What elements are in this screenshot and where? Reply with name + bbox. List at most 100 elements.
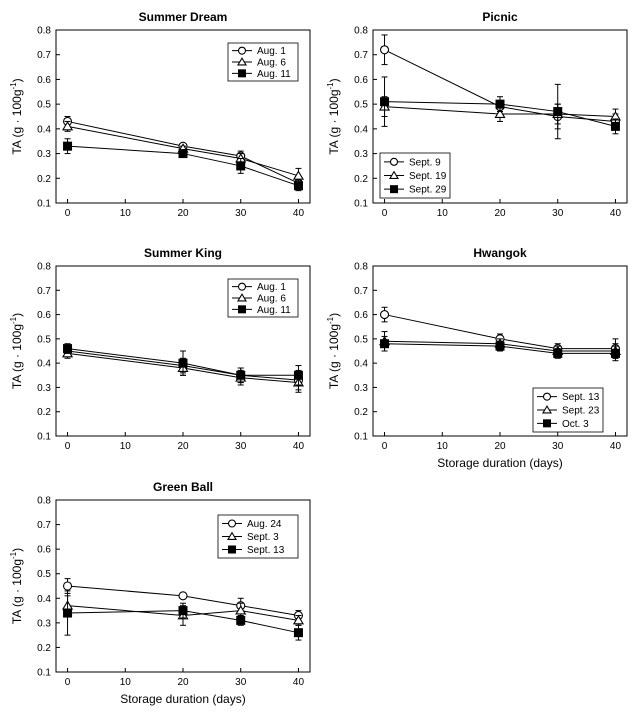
series-square xyxy=(380,76,620,140)
series-square xyxy=(63,343,303,386)
chart-panel-3: Summer King 0.1 0.2 0.3 0.4 0.5 0.6 0.7 0.8 0 10 20… xyxy=(9,246,311,452)
series-line xyxy=(67,350,299,381)
data-point xyxy=(494,108,506,118)
x-tick-label: 40 xyxy=(610,208,622,219)
data-point xyxy=(292,614,305,625)
data-point xyxy=(62,581,73,591)
y-tick-label: 0.3 xyxy=(354,149,368,160)
legend-label: Sept. 3 xyxy=(247,532,279,543)
legend: Sept. 9 Sept. 19 Sept. 29 xyxy=(379,152,451,199)
data-point xyxy=(293,628,303,638)
series-square xyxy=(380,335,620,362)
chart-title: Picnic xyxy=(482,10,518,24)
data-point xyxy=(236,615,246,625)
data-point xyxy=(63,141,73,151)
data-point xyxy=(495,341,505,351)
y-tick-label: 0.4 xyxy=(37,359,51,370)
series-line xyxy=(67,585,299,616)
legend-marker xyxy=(389,157,399,166)
data-point xyxy=(553,107,563,117)
y-tick-label: 0.2 xyxy=(354,174,368,185)
data-point xyxy=(178,358,188,368)
y-tick-label: 0.4 xyxy=(354,124,368,135)
legend-label: Oct. 3 xyxy=(562,419,589,430)
series-line xyxy=(67,120,299,184)
y-tick-label: 0.6 xyxy=(354,75,368,86)
y-tick-label: 0.4 xyxy=(37,124,51,135)
data-point xyxy=(293,181,303,191)
x-tick-label: 40 xyxy=(610,441,622,452)
data-point xyxy=(379,45,390,55)
x-tick-label: 0 xyxy=(382,208,388,219)
legend-marker xyxy=(389,170,399,180)
data-point xyxy=(380,97,390,107)
x-tick-label: 10 xyxy=(120,441,132,452)
series-line xyxy=(67,352,299,384)
data-point xyxy=(495,99,505,109)
legend-marker xyxy=(238,305,246,314)
x-tick-label: 0 xyxy=(65,441,71,452)
y-tick-label: 0.1 xyxy=(354,432,368,443)
x-tick-label: 30 xyxy=(552,441,564,452)
y-tick-label: 0.1 xyxy=(354,199,368,210)
legend-label: Aug. 1 xyxy=(257,46,286,57)
x-tick-label: 20 xyxy=(494,208,506,219)
x-tick-label: 10 xyxy=(437,441,449,452)
y-tick-label: 0.8 xyxy=(37,262,51,273)
series-line xyxy=(384,101,616,127)
chart-panel-4: Hwangok 0.1 0.2 0.3 0.4 0.5 0.6 0.7 0.8 0 10 20 30 40… xyxy=(326,246,628,470)
y-tick-label: 0.1 xyxy=(37,432,51,443)
y-tick-label: 0.2 xyxy=(37,643,51,654)
chart-title: Green Ball xyxy=(153,480,213,494)
data-point xyxy=(292,170,305,180)
x-tick-label: 20 xyxy=(177,208,189,219)
series-square xyxy=(63,590,303,641)
legend-marker xyxy=(542,392,552,401)
series-line xyxy=(67,348,299,376)
legend-marker xyxy=(227,519,237,528)
legend-label: Sept. 23 xyxy=(562,406,600,417)
y-tick-label: 0.5 xyxy=(354,334,368,345)
y-tick-label: 0.2 xyxy=(37,174,51,185)
y-tick-label: 0.7 xyxy=(37,520,51,531)
legend-label: Aug. 24 xyxy=(247,519,282,530)
data-point xyxy=(610,348,620,358)
x-tick-label: 0 xyxy=(65,677,71,688)
x-tick-label: 20 xyxy=(494,441,506,452)
y-axis-label-close: ) xyxy=(10,313,24,317)
y-axis-label-superscript: -1 xyxy=(326,316,335,324)
data-point xyxy=(63,608,73,618)
y-axis-label-close: ) xyxy=(10,548,24,552)
legend-marker xyxy=(237,46,247,55)
legend-label: Sept. 29 xyxy=(409,185,447,196)
y-axis-label-main: TA (g · 100g xyxy=(10,559,24,624)
x-tick-label: 10 xyxy=(437,208,449,219)
y-tick-label: 0.5 xyxy=(37,569,51,580)
y-tick-label: 0.6 xyxy=(354,310,368,321)
legend-label: Sept. 13 xyxy=(562,392,600,403)
legend-marker xyxy=(228,545,236,554)
x-tick-label: 10 xyxy=(120,677,132,688)
y-axis-label-main: TA (g · 100g xyxy=(10,324,24,389)
y-axis-label: TA (g · 100g-1) xyxy=(9,78,24,154)
y-axis-label: TA (g · 100g-1) xyxy=(326,78,341,154)
y-axis-label-close: ) xyxy=(327,78,341,82)
x-tick-label: 30 xyxy=(235,677,247,688)
legend-marker xyxy=(227,531,237,541)
y-tick-label: 0.2 xyxy=(37,407,51,418)
y-tick-label: 0.8 xyxy=(37,26,51,37)
y-tick-label: 0.6 xyxy=(37,545,51,556)
x-tick-label: 20 xyxy=(177,441,189,452)
series-line xyxy=(384,340,616,352)
legend-label: Aug. 6 xyxy=(257,58,286,69)
x-tick-label: 0 xyxy=(65,208,71,219)
y-axis-label-main: TA (g · 100g xyxy=(10,89,24,154)
legend-marker xyxy=(237,57,247,66)
legend-label: Aug. 6 xyxy=(257,294,286,305)
chart-title: Summer King xyxy=(144,246,222,260)
y-axis-label-superscript: -1 xyxy=(9,82,18,90)
legend-marker xyxy=(237,282,247,291)
y-axis-label: TA (g · 100g-1) xyxy=(9,548,24,624)
